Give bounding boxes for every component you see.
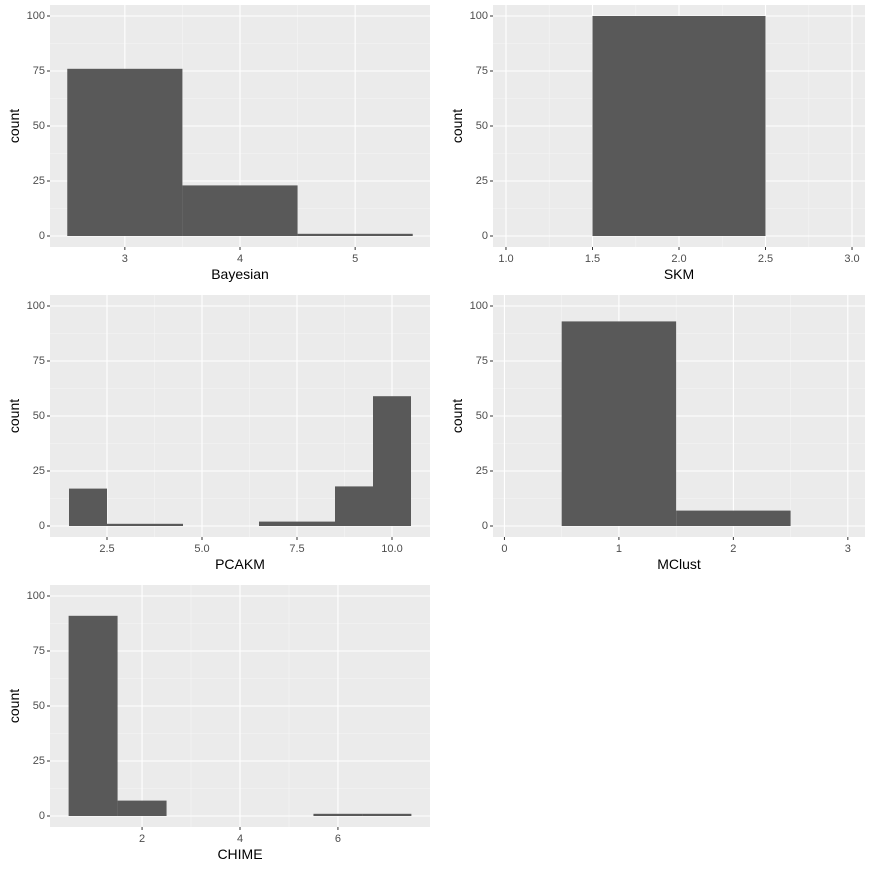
x-axis-title: SKM [664,266,694,282]
bar [335,486,373,526]
x-tick-label: 7.5 [289,543,304,555]
y-tick-label: 25 [33,175,45,187]
bar [182,185,298,236]
y-tick-label: 100 [27,10,45,22]
y-tick-label: 75 [33,65,45,77]
y-axis-title: count [6,689,22,723]
x-axis-title: Bayesian [211,266,269,282]
y-tick-label: 100 [470,300,488,312]
y-tick-label: 50 [476,410,488,422]
y-tick-label: 0 [482,230,488,242]
bar [362,813,412,816]
y-axis-title: count [449,109,465,143]
y-tick-label: 100 [27,300,45,312]
x-tick-label: 5 [352,253,358,265]
bar [67,68,183,236]
y-tick-label: 25 [33,755,45,767]
bar [592,16,766,236]
bar [68,615,118,816]
x-tick-label: 2.5 [758,253,773,265]
y-tick-label: 75 [476,65,488,77]
x-tick-label: 1 [616,543,622,555]
x-tick-label: 4 [237,253,243,265]
bar [107,523,145,526]
bar [117,800,167,816]
bar [313,813,363,816]
x-axis-title: MClust [657,556,701,572]
y-tick-label: 50 [33,410,45,422]
x-axis-title: PCAKM [215,556,265,572]
bar [297,233,413,236]
x-tick-label: 6 [335,833,341,845]
bar [145,523,183,526]
x-tick-label: 3 [845,543,851,555]
x-tick-label: 3 [122,253,128,265]
bar [259,521,297,526]
x-tick-label: 3.0 [844,253,859,265]
x-tick-label: 10.0 [381,543,402,555]
bar [676,510,791,526]
y-tick-label: 0 [39,810,45,822]
y-axis-title: count [449,399,465,433]
y-tick-label: 0 [482,520,488,532]
y-tick-label: 50 [476,120,488,132]
x-tick-label: 5.0 [194,543,209,555]
y-axis-title: count [6,399,22,433]
x-tick-label: 1.5 [585,253,600,265]
y-tick-label: 0 [39,230,45,242]
x-tick-label: 4 [237,833,243,845]
y-tick-label: 75 [33,645,45,657]
y-tick-label: 100 [27,590,45,602]
x-tick-label: 2.0 [671,253,686,265]
y-tick-label: 100 [470,10,488,22]
y-tick-label: 25 [33,465,45,477]
y-tick-label: 25 [476,465,488,477]
bar [69,488,107,526]
y-axis-title: count [6,109,22,143]
x-axis-title: CHIME [217,846,262,862]
x-tick-label: 2 [730,543,736,555]
y-tick-label: 25 [476,175,488,187]
bar [373,396,411,526]
y-tick-label: 0 [39,520,45,532]
y-tick-label: 75 [33,355,45,367]
bar [561,321,677,526]
x-tick-label: 0 [501,543,507,555]
x-tick-label: 2 [139,833,145,845]
x-tick-label: 2.5 [99,543,114,555]
bar [297,521,335,526]
y-tick-label: 50 [33,120,45,132]
y-tick-label: 50 [33,700,45,712]
x-tick-label: 1.0 [498,253,513,265]
y-tick-label: 75 [476,355,488,367]
